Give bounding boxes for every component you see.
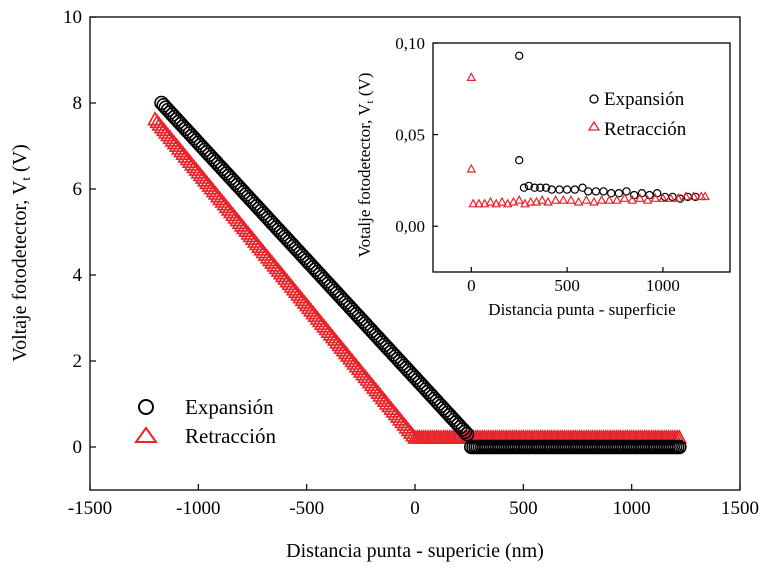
inset-y-tick-label: 0,05 [395, 126, 425, 145]
inset-data-point [515, 155, 524, 165]
inset-data-point [619, 193, 630, 202]
inset-data-point [508, 196, 519, 206]
inset-data-point [550, 194, 561, 204]
main-x-axis-title: Distancia punta - supericie (nm) [286, 540, 544, 562]
inset-data-point [570, 185, 580, 194]
main-y-tick-label: 10 [63, 7, 82, 28]
inset-ticks: 0 500 1000 0,00 0,05 0,10 [395, 34, 680, 295]
inset-data-point [525, 196, 536, 206]
main-x-tick-label: 500 [509, 498, 538, 519]
inset-legend-marker-expansion [589, 94, 599, 104]
main-x-tick-label: -1500 [68, 498, 112, 519]
inset-plot-frame [432, 42, 731, 273]
inset-data-point [531, 196, 542, 206]
main-x-tick-label: -1000 [176, 498, 220, 519]
inset-data-point [665, 193, 676, 202]
data-point [671, 439, 687, 455]
inset-x-axis-title: Distancia punta - superficie [488, 300, 675, 319]
main-y-axis-title: Voltaje fotodetector, Vt (V) [9, 144, 33, 362]
main-legend: Expansión Retracción [134, 395, 276, 448]
inset-data-point [604, 194, 615, 204]
inset-data-point [474, 198, 484, 208]
inset-data-point [466, 163, 477, 173]
inset-marks [466, 51, 710, 208]
inset-data-point [497, 196, 507, 206]
inset-data-point [650, 193, 661, 202]
main-y-tick-label: 4 [73, 265, 83, 286]
inset-data-point [596, 194, 607, 204]
main-y-tick-label: 6 [73, 179, 83, 200]
inset-data-point [541, 183, 551, 192]
inset-data-point [676, 194, 685, 203]
inset-y-tick-label: 0,10 [395, 34, 425, 53]
main-marks [147, 95, 688, 455]
main-y-tick-label: 0 [73, 437, 83, 458]
inset-data-point [520, 198, 530, 208]
inset-legend-label-expansion: Expansión [604, 89, 685, 110]
data-point [455, 422, 471, 437]
inset-data-point [573, 196, 584, 206]
legend-marker-retraction [134, 426, 158, 443]
inset-data-point [530, 183, 539, 192]
inset-data-point [642, 194, 653, 204]
inset-data-point [635, 193, 645, 202]
inset-data-point [468, 198, 479, 208]
inset-legend-label-retraction: Retracción [604, 119, 687, 140]
data-point [459, 426, 475, 442]
inset-data-point [688, 191, 699, 201]
inset-data-point [514, 194, 525, 204]
inset-data-point [700, 191, 710, 201]
inset-data-point [578, 183, 587, 192]
inset-data-point [524, 181, 534, 191]
legend-label-retraction: Retracción [185, 424, 276, 448]
inset-data-point [673, 193, 684, 202]
inset-data-point [681, 191, 691, 201]
main-x-tick-label: 1500 [721, 498, 759, 519]
series-expansion [154, 95, 687, 455]
inset-legend-marker-retraction [587, 120, 601, 131]
inset-x-tick-label: 500 [554, 276, 580, 295]
inset-legend: Expansión Retracción [587, 89, 687, 140]
main-y-tick-label: 8 [73, 93, 83, 114]
main-x-tick-label: 0 [410, 498, 420, 519]
main-ticks: -1500 -1000 -500 0 500 1000 1500 0 2 4 6 8 10 [63, 7, 759, 519]
inset-data-point [558, 194, 569, 204]
inset-data-point [612, 194, 622, 204]
inset-data-point [491, 198, 502, 208]
inset-y-axis-title: Votalje fotodetector, Vt (V) [355, 73, 376, 258]
inset-data-point [485, 196, 496, 206]
inset-data-point [599, 187, 608, 196]
main-y-tick-label: 2 [73, 351, 83, 372]
inset-data-point [515, 51, 524, 61]
inset-data-point [543, 196, 553, 206]
inset-data-point [536, 183, 545, 192]
inset-x-tick-label: 1000 [646, 276, 680, 295]
data-point [457, 424, 473, 440]
inset-data-point [502, 198, 513, 208]
inset-data-point [622, 187, 631, 196]
inset-data-point [537, 194, 548, 204]
inset-data-point [581, 194, 592, 204]
inset-data-point [466, 72, 477, 81]
main-x-tick-label: 1000 [613, 498, 651, 519]
inset-y-tick-label: 0,00 [395, 217, 425, 236]
inset-data-point [519, 183, 529, 192]
inset-data-point [479, 198, 490, 208]
inset-data-point [589, 196, 599, 206]
inset-x-tick-label: 0 [467, 276, 476, 295]
legend-label-expansion: Expansión [185, 395, 274, 419]
legend-marker-expansion [138, 399, 154, 415]
inset-data-point [627, 194, 638, 204]
inset-data-point [566, 194, 576, 204]
inset-data-point [614, 188, 624, 198]
main-x-tick-label: -500 [289, 498, 324, 519]
inset-series-retraction [466, 72, 710, 208]
inset-data-point [658, 193, 668, 202]
